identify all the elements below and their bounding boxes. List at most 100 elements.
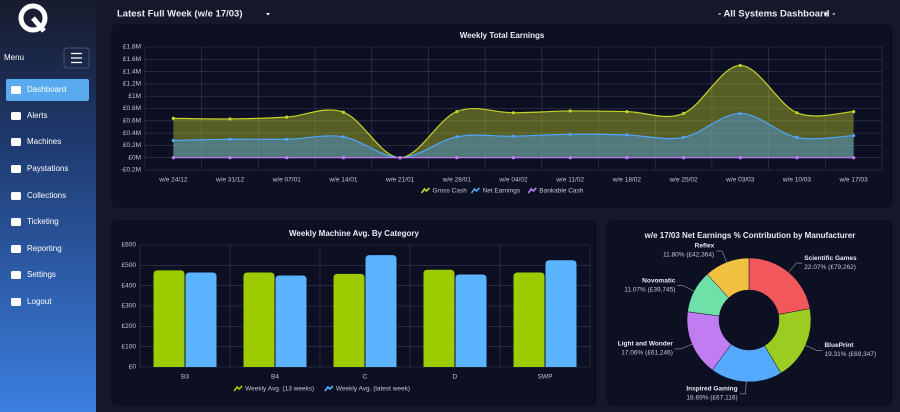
dashboard-dropdown[interactable]: - All Systems Dashboard -: [718, 9, 835, 20]
bar: [275, 275, 307, 367]
point: [795, 135, 799, 140]
point: [511, 156, 516, 160]
slice-name: Reflex: [695, 243, 715, 250]
y-tick-label: £400: [122, 282, 137, 289]
hamburger-button[interactable]: [63, 47, 90, 69]
menu-item[interactable]: Reporting: [27, 244, 62, 253]
leader-line: [677, 285, 695, 292]
menu-icon: [11, 218, 21, 226]
slice: [706, 257, 750, 299]
y-tick-label: -£0.2M: [121, 167, 141, 174]
x-tick-label: w/e 03/03: [725, 177, 755, 184]
x-tick-label: w/e 11/02: [555, 177, 584, 184]
point: [625, 156, 629, 160]
x-tick-label: w/e 31/12: [215, 177, 245, 184]
menu-item[interactable]: Logout: [27, 297, 52, 306]
legend-label: Gross Cash: [433, 188, 468, 195]
week-dropdown[interactable]: Latest Full Week (w/e 17/03): [117, 9, 242, 20]
legend-swatch: [527, 187, 537, 194]
point: [625, 133, 629, 137]
y-tick-label: £0: [129, 364, 137, 371]
menu-icon: [11, 298, 21, 306]
x-tick-label: w/e 10/03: [782, 177, 812, 184]
legend-swatch: [420, 187, 431, 194]
menu-item[interactable]: Dashboard: [27, 85, 66, 94]
point: [681, 135, 686, 140]
logo: [18, 3, 48, 33]
menu-item[interactable]: Alerts: [27, 111, 47, 120]
point: [511, 111, 516, 115]
area-fill: [173, 113, 854, 158]
point: [738, 63, 742, 68]
legend-label: Weekly Avg. (13 weeks): [245, 386, 314, 393]
bar: [455, 274, 487, 367]
point: [455, 156, 459, 160]
slice-name: Inspired Gaming: [686, 386, 737, 393]
point: [852, 109, 856, 114]
bar: [423, 269, 455, 367]
panel-manufacturer: [606, 220, 893, 406]
point: [738, 156, 742, 160]
x-tick-label: SWP: [538, 374, 553, 381]
legend-swatch: [233, 385, 243, 392]
y-tick-label: £0.6M: [123, 118, 141, 125]
active-menu-item[interactable]: [6, 79, 89, 101]
x-tick-label: w/e 14/01: [328, 177, 358, 184]
x-tick-label: B3: [181, 374, 189, 381]
menu-icon: [11, 192, 21, 200]
slice-name: BluePrint: [824, 342, 854, 349]
point: [171, 138, 175, 143]
menu-icon: [11, 112, 21, 120]
legend-swatch: [470, 187, 481, 194]
point: [681, 156, 686, 160]
bar: [185, 272, 217, 367]
x-tick-label: w/e 17/03: [839, 177, 869, 184]
bar: [153, 270, 185, 367]
y-tick-label: £100: [122, 343, 137, 350]
y-tick-label: £0.2M: [123, 142, 141, 149]
y-tick-label: £1.2M: [123, 81, 141, 88]
chart-title: Weekly Total Earnings: [460, 31, 545, 40]
y-tick-label: £0.4M: [123, 130, 141, 137]
legend-label: Net Earnings: [483, 188, 521, 195]
slice-label: 19.31% (£69,347): [824, 351, 876, 358]
x-tick-label: B4: [271, 374, 279, 381]
point: [171, 156, 175, 160]
slice-name: Scientific Games: [804, 255, 857, 262]
menu-item[interactable]: Ticketing: [27, 217, 59, 226]
x-tick-label: w/e 18/02: [612, 177, 642, 184]
x-tick-label: w/e 04/02: [498, 177, 528, 184]
menu-item[interactable]: Machines: [27, 137, 61, 146]
area-fill: [173, 65, 854, 158]
y-tick-label: £0M: [128, 154, 141, 161]
bar: [513, 272, 545, 367]
point: [341, 135, 346, 139]
slice-name: Light and Wonder: [618, 341, 674, 348]
bar: [333, 273, 365, 367]
menu-icon: [11, 138, 21, 146]
point: [681, 111, 686, 116]
slice-label: 11.80% (£42,364): [663, 252, 714, 259]
x-tick-label: w/e 24/12: [158, 177, 188, 184]
menu-item[interactable]: Collections: [27, 191, 66, 200]
leader-line: [739, 381, 747, 395]
chart-title: w/e 17/03 Net Earnings % Contribution by…: [644, 231, 856, 240]
y-tick-label: £300: [122, 303, 137, 310]
menu-icon: [11, 86, 21, 94]
menu-item[interactable]: Paystations: [27, 164, 68, 173]
menu-item[interactable]: Settings: [27, 270, 56, 279]
slice-name: Novomatic: [642, 277, 676, 284]
point: [795, 111, 799, 115]
y-tick-label: £1.6M: [123, 56, 141, 63]
menu-icon: [11, 165, 21, 173]
sidebar: [0, 0, 96, 412]
slice-label: 18.69% (£67,116): [686, 395, 737, 402]
menu-label: Menu: [4, 53, 24, 62]
menu-icon: [11, 245, 21, 253]
point: [852, 156, 856, 160]
leader-line: [805, 345, 823, 351]
point: [285, 156, 289, 160]
point: [568, 132, 572, 136]
panel-earnings: [111, 24, 893, 208]
